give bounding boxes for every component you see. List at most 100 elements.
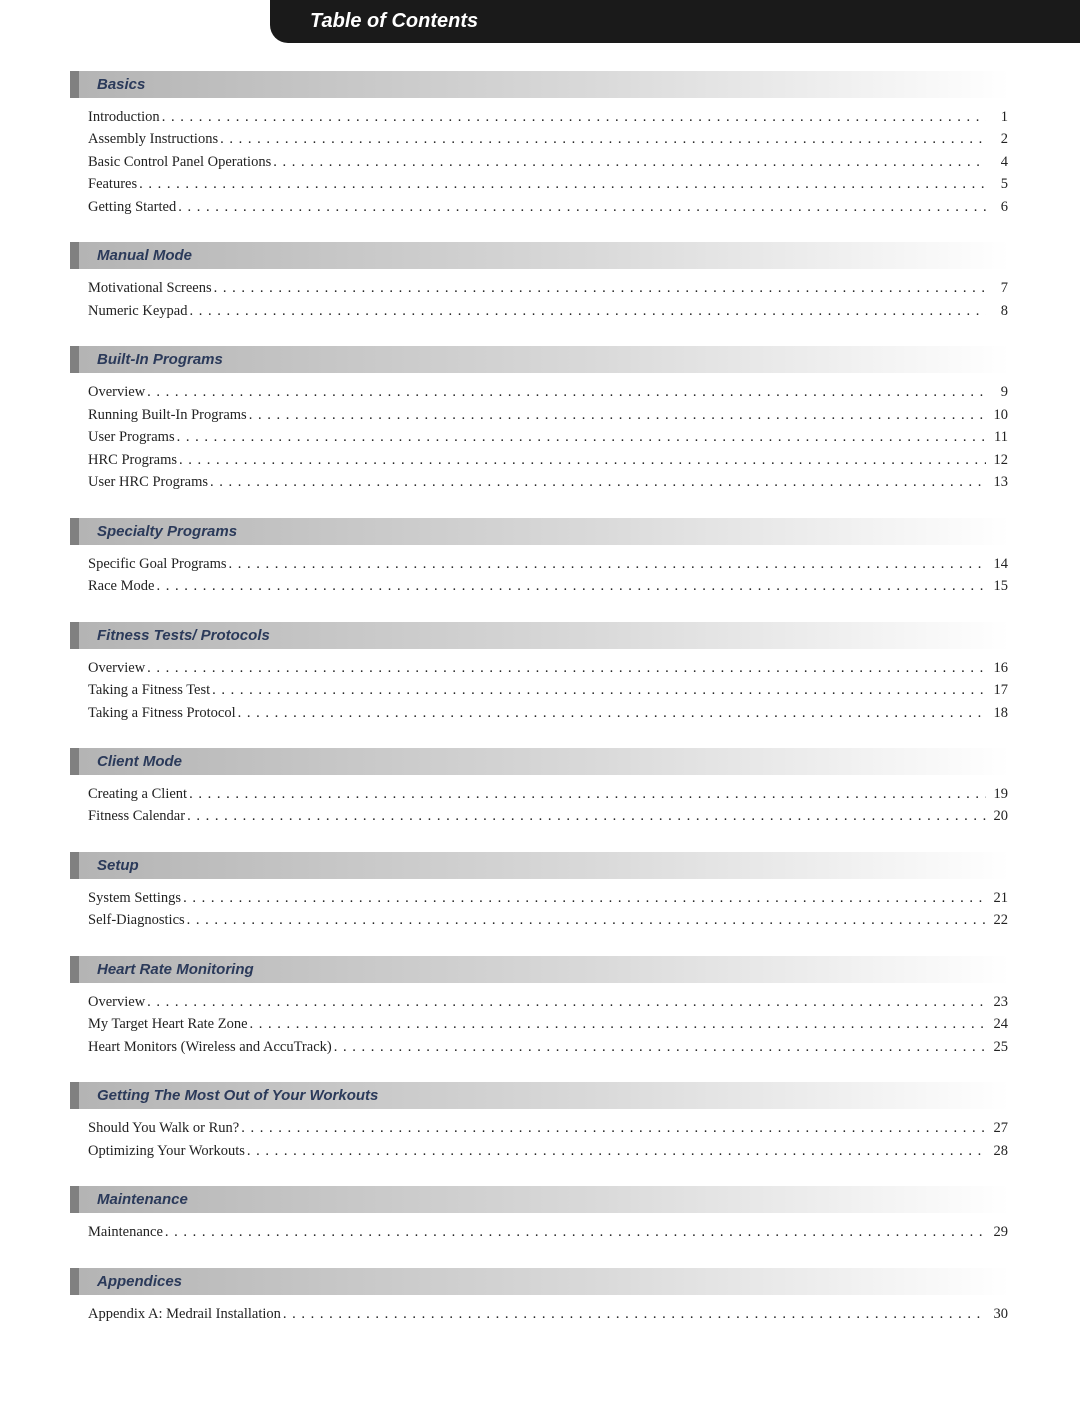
toc-entry-label: Appendix A: Medrail Installation — [88, 1303, 281, 1325]
section-header: Built-In Programs — [70, 346, 1010, 373]
toc-dot-leader — [229, 553, 986, 575]
toc-entry-label: Heart Monitors (Wireless and AccuTrack) — [88, 1036, 332, 1058]
section-entries: Appendix A: Medrail Installation 30 — [70, 1301, 1010, 1335]
toc-entry: Maintenance 29 — [88, 1221, 1008, 1243]
title-text: Table of Contents — [310, 10, 478, 32]
section-header: Fitness Tests/ Protocols — [70, 622, 1010, 649]
toc-section: Manual Mode Motivational Screens7Numeric … — [70, 242, 1010, 332]
toc-entry: Overview 9 — [88, 381, 1008, 403]
toc-entry: Self-Diagnostics22 — [88, 909, 1008, 931]
toc-entry-page: 27 — [988, 1117, 1008, 1139]
toc-entry-page: 25 — [988, 1036, 1008, 1058]
toc-entry-label: Motivational Screens — [88, 277, 212, 299]
toc-entry-label: Overview — [88, 381, 145, 403]
toc-entry-label: Basic Control Panel Operations — [88, 151, 271, 173]
toc-entry-page: 13 — [988, 471, 1008, 493]
toc-dot-leader — [220, 128, 986, 150]
toc-entry-label: Taking a Fitness Test — [88, 679, 210, 701]
section-entries: Maintenance 29 — [70, 1219, 1010, 1253]
toc-dot-leader — [139, 173, 986, 195]
toc-dot-leader — [147, 657, 986, 679]
toc-entry-page: 20 — [988, 805, 1008, 827]
toc-entry-label: My Target Heart Rate Zone — [88, 1013, 248, 1035]
toc-entry-label: Optimizing Your Workouts — [88, 1140, 245, 1162]
toc-entry-label: Features — [88, 173, 137, 195]
toc-entry: Features5 — [88, 173, 1008, 195]
toc-entry: Introduction1 — [88, 106, 1008, 128]
toc-entry-page: 1 — [988, 106, 1008, 128]
toc-entry: Motivational Screens7 — [88, 277, 1008, 299]
toc-section: Specialty Programs Specific Goal Programs… — [70, 518, 1010, 608]
toc-dot-leader — [273, 151, 986, 173]
section-entries: Should You Walk or Run? 27 Optimizing Your… — [70, 1115, 1010, 1172]
toc-entry: Specific Goal Programs14 — [88, 553, 1008, 575]
toc-section: Heart Rate MonitoringOverview23My Target… — [70, 956, 1010, 1068]
section-entries: Overview9Running Built-In Programs10User… — [70, 379, 1010, 503]
toc-entry-label: Race Mode — [88, 575, 154, 597]
toc-entry: HRC Programs12 — [88, 449, 1008, 471]
toc-entry-page: 16 — [988, 657, 1008, 679]
toc-entry-page: 28 — [988, 1140, 1008, 1162]
toc-dot-leader — [249, 404, 986, 426]
section-header: Setup — [70, 852, 1010, 879]
section-header: Getting The Most Out of Your Workouts — [70, 1082, 1010, 1109]
toc-entry: Running Built-In Programs 10 — [88, 404, 1008, 426]
toc-entry: Creating a Client19 — [88, 783, 1008, 805]
toc-entry-label: Maintenance — [88, 1221, 163, 1243]
toc-dot-leader — [334, 1036, 986, 1058]
toc-entry: Basic Control Panel Operations4 — [88, 151, 1008, 173]
section-entries: Introduction1Assembly Instructions2Basic… — [70, 104, 1010, 228]
toc-dot-leader — [178, 196, 986, 218]
toc-dot-leader — [247, 1140, 986, 1162]
section-entries: Overview16Taking a Fitness Test17Taking … — [70, 655, 1010, 734]
section-entries: Specific Goal Programs14Race Mode 15 — [70, 551, 1010, 608]
toc-entry: Should You Walk or Run? 27 — [88, 1117, 1008, 1139]
toc-entry-page: 23 — [988, 991, 1008, 1013]
section-header: Specialty Programs — [70, 518, 1010, 545]
toc-entry-page: 30 — [988, 1303, 1008, 1325]
section-header: Manual Mode — [70, 242, 1010, 269]
toc-entry-label: Running Built-In Programs — [88, 404, 247, 426]
toc-entry-label: User HRC Programs — [88, 471, 208, 493]
toc-entry-label: Creating a Client — [88, 783, 187, 805]
toc-dot-leader — [210, 471, 986, 493]
toc-entry-page: 12 — [988, 449, 1008, 471]
toc-entry: Getting Started6 — [88, 196, 1008, 218]
toc-dot-leader — [156, 575, 986, 597]
toc-section: Built-In ProgramsOverview9Running Built-… — [70, 346, 1010, 503]
section-header: Maintenance — [70, 1186, 1010, 1213]
toc-entry-page: 9 — [988, 381, 1008, 403]
toc-entry-page: 17 — [988, 679, 1008, 701]
toc-entry-page: 8 — [988, 300, 1008, 322]
toc-dot-leader — [147, 381, 986, 403]
toc-dot-leader — [238, 702, 986, 724]
toc-container: BasicsIntroduction1Assembly Instructions… — [0, 71, 1080, 1409]
toc-entry-page: 24 — [988, 1013, 1008, 1035]
toc-entry-label: Assembly Instructions — [88, 128, 218, 150]
toc-entry-label: Should You Walk or Run? — [88, 1117, 239, 1139]
toc-entry: User Programs 11 — [88, 426, 1008, 448]
toc-dot-leader — [214, 277, 986, 299]
toc-entry-label: Getting Started — [88, 196, 176, 218]
toc-entry-label: Specific Goal Programs — [88, 553, 227, 575]
section-header: Heart Rate Monitoring — [70, 956, 1010, 983]
toc-dot-leader — [241, 1117, 986, 1139]
toc-entry-page: 18 — [988, 702, 1008, 724]
toc-entry: Numeric Keypad8 — [88, 300, 1008, 322]
toc-entry: My Target Heart Rate Zone 24 — [88, 1013, 1008, 1035]
toc-entry-label: System Settings — [88, 887, 181, 909]
toc-entry-page: 29 — [988, 1221, 1008, 1243]
toc-section: Appendices Appendix A: Medrail Installati… — [70, 1268, 1010, 1335]
toc-entry: Overview16 — [88, 657, 1008, 679]
toc-section: Client ModeCreating a Client19Fitness Ca… — [70, 748, 1010, 838]
toc-section: SetupSystem Settings21Self-Diagnostics22 — [70, 852, 1010, 942]
toc-entry-label: Fitness Calendar — [88, 805, 185, 827]
section-header: Appendices — [70, 1268, 1010, 1295]
toc-entry-page: 11 — [988, 426, 1008, 448]
toc-entry-label: User Programs — [88, 426, 175, 448]
toc-entry-page: 15 — [988, 575, 1008, 597]
toc-entry-page: 10 — [988, 404, 1008, 426]
toc-section: BasicsIntroduction1Assembly Instructions… — [70, 71, 1010, 228]
toc-dot-leader — [250, 1013, 986, 1035]
toc-dot-leader — [212, 679, 986, 701]
